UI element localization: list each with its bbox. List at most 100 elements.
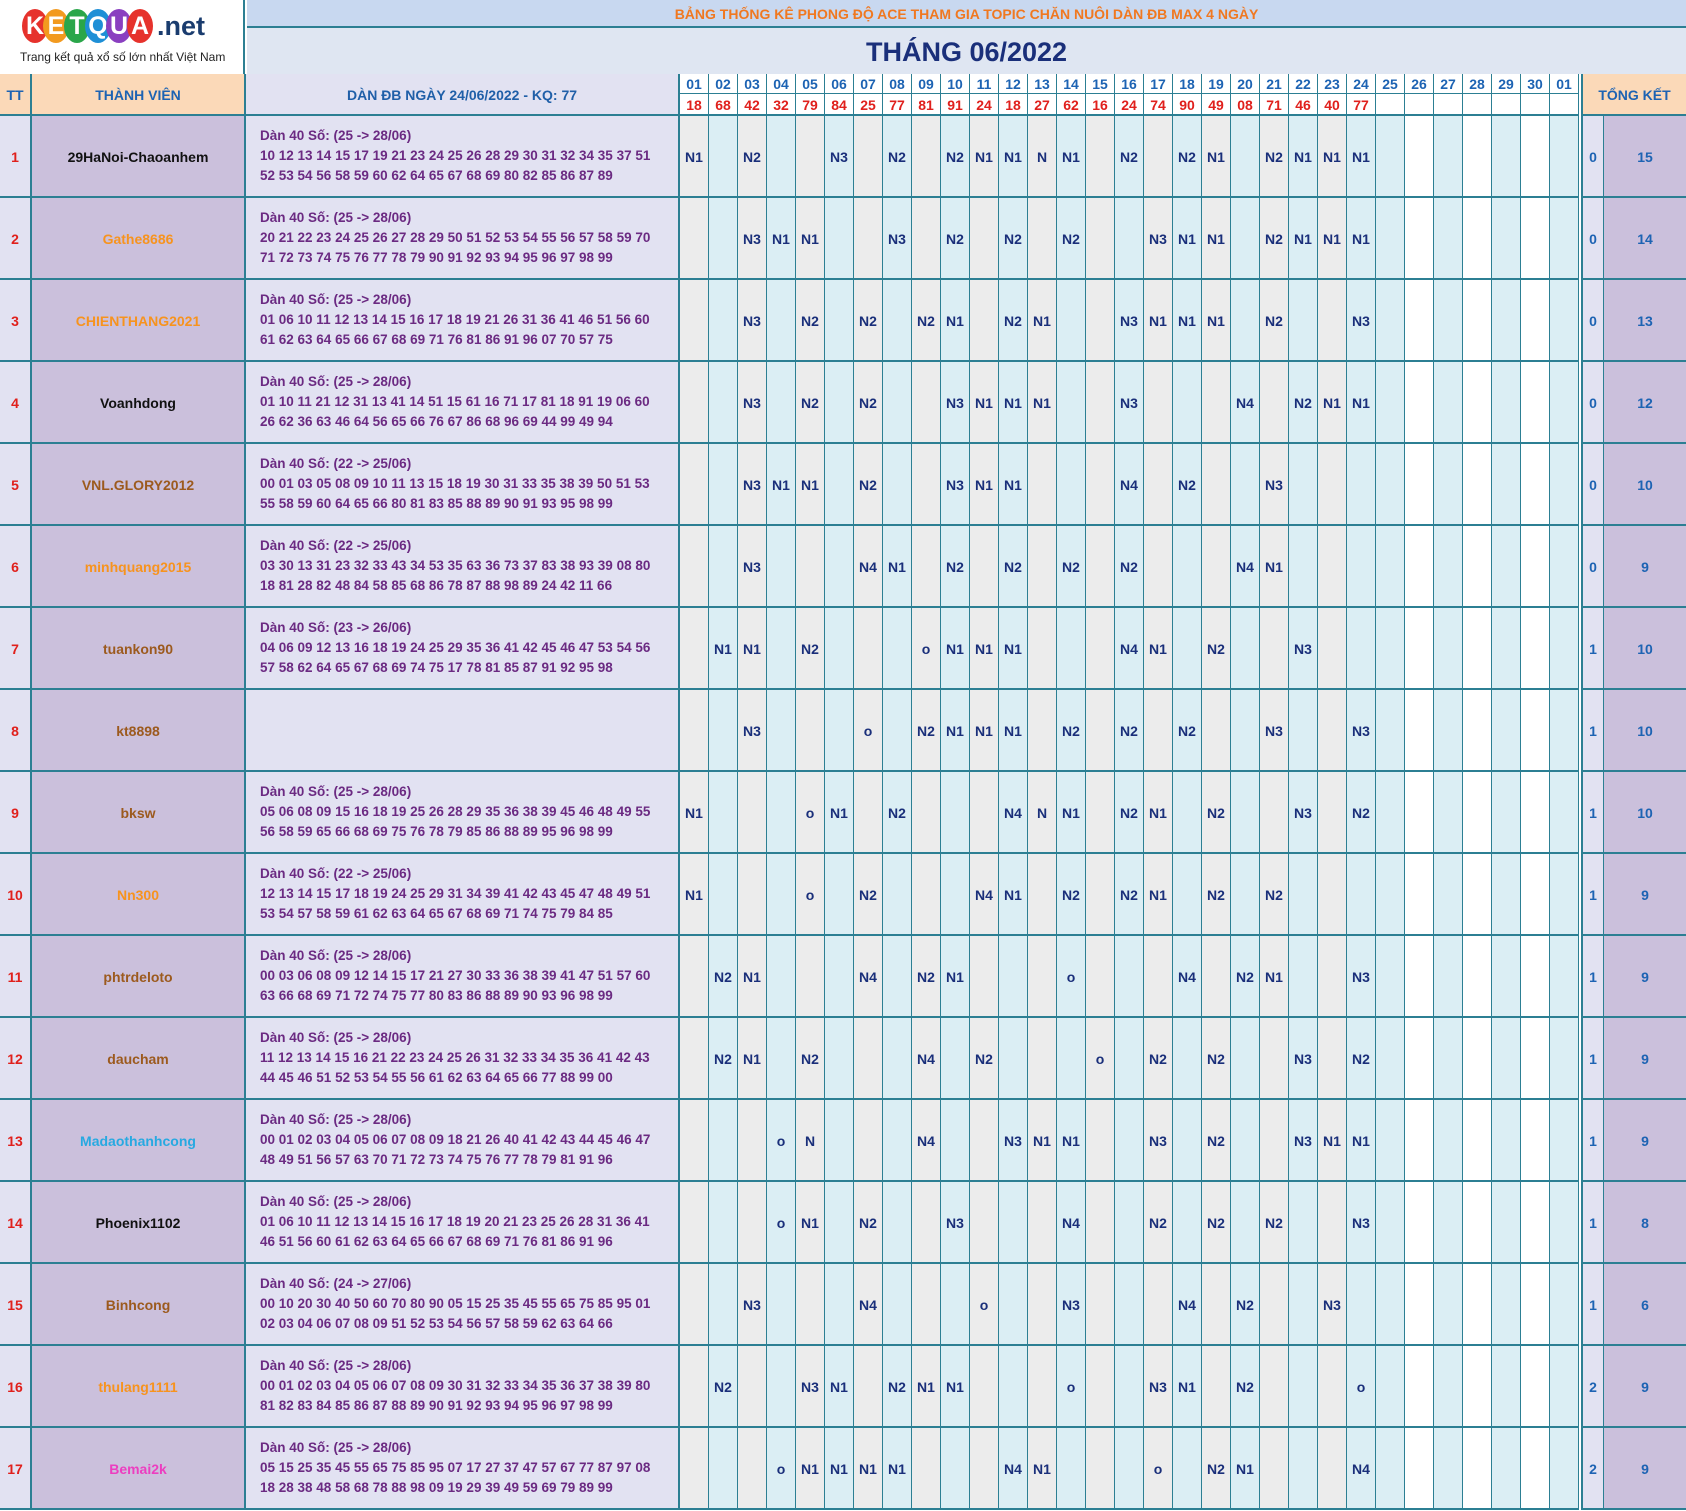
dan-line: 05 06 08 09 15 16 18 19 25 26 28 29 35 3… xyxy=(260,804,651,819)
day-cell xyxy=(1492,936,1521,1018)
logo-letter: A xyxy=(127,9,153,43)
day-cell xyxy=(1434,772,1463,854)
day-cell: N1 xyxy=(999,362,1028,444)
day-cell xyxy=(1405,1100,1434,1182)
day-cell xyxy=(1376,1264,1405,1346)
day-cell xyxy=(1231,772,1260,854)
day-cell: N3 xyxy=(738,526,767,608)
member-row: 5 VNL.GLORY2012 Dàn 40 Số: (22 -> 25/06) 00… xyxy=(0,444,1686,526)
day-cell: N1 xyxy=(1318,362,1347,444)
member-name[interactable]: Madaothanhcong xyxy=(32,1100,246,1182)
day-cell: N1 xyxy=(680,116,709,198)
dan-cell: Dàn 40 Số: (23 -> 26/06) 04 06 09 12 13 1… xyxy=(246,608,680,690)
day-cell xyxy=(883,1182,912,1264)
day-cell: N1 xyxy=(970,690,999,772)
day-cell: N1 xyxy=(767,444,796,526)
day-cell xyxy=(825,1182,854,1264)
day-result: 71 xyxy=(1260,94,1289,116)
day-cell xyxy=(1521,362,1550,444)
day-cell: N1 xyxy=(1028,1428,1057,1510)
day-cell xyxy=(912,1264,941,1346)
day-cell: N1 xyxy=(1347,116,1376,198)
day-cell xyxy=(1405,690,1434,772)
member-name[interactable]: kt8898 xyxy=(32,690,246,772)
day-cell xyxy=(1463,936,1492,1018)
member-name[interactable]: Nn300 xyxy=(32,854,246,936)
member-name[interactable]: bksw xyxy=(32,772,246,854)
day-cell xyxy=(941,1264,970,1346)
day-cell: N2 xyxy=(941,526,970,608)
day-cell: N4 xyxy=(999,1428,1028,1510)
day-cell: N4 xyxy=(912,1100,941,1182)
day-result: 27 xyxy=(1028,94,1057,116)
day-cell xyxy=(1376,526,1405,608)
day-cell xyxy=(1434,608,1463,690)
day-cell xyxy=(709,1264,738,1346)
day-cell: N1 xyxy=(941,936,970,1018)
member-name[interactable]: 29HaNoi-Chaoanhem xyxy=(32,116,246,198)
day-header: 04 xyxy=(767,74,796,94)
member-name[interactable]: Phoenix1102 xyxy=(32,1182,246,1264)
day-cell xyxy=(912,854,941,936)
dan-line: 48 49 51 56 57 63 70 71 72 73 74 75 76 7… xyxy=(260,1152,613,1167)
day-cell xyxy=(1057,608,1086,690)
day-cell: N4 xyxy=(1173,936,1202,1018)
day-cell xyxy=(1434,280,1463,362)
day-cell xyxy=(1260,1264,1289,1346)
day-result: 68 xyxy=(709,94,738,116)
dan-cell: Dàn 40 Số: (25 -> 28/06) 00 03 06 08 09 1… xyxy=(246,936,680,1018)
day-cell xyxy=(1492,772,1521,854)
member-row: 6 minhquang2015 Dàn 40 Số: (22 -> 25/06) 03… xyxy=(0,526,1686,608)
dan-line: 20 21 22 23 24 25 26 27 28 29 50 51 52 5… xyxy=(260,230,651,245)
day-cell: N2 xyxy=(1115,854,1144,936)
member-name[interactable]: thulang1111 xyxy=(32,1346,246,1428)
day-cell xyxy=(1086,690,1115,772)
day-cell: N2 xyxy=(912,936,941,1018)
dan-line: Dàn 40 Số: (25 -> 28/06) xyxy=(260,210,412,225)
dan-line: Dàn 40 Số: (25 -> 28/06) xyxy=(260,292,412,307)
day-cell: N3 xyxy=(883,198,912,280)
member-row: 16 thulang1111 Dàn 40 Số: (25 -> 28/06) 00 … xyxy=(0,1346,1686,1428)
member-row: 4 Voanhdong Dàn 40 Số: (25 -> 28/06) 01 10 … xyxy=(0,362,1686,444)
row-number: 5 xyxy=(0,444,32,526)
day-cell xyxy=(1521,608,1550,690)
day-cell xyxy=(1260,1018,1289,1100)
row-number: 7 xyxy=(0,608,32,690)
day-cell: N1 xyxy=(738,936,767,1018)
dan-line: 18 81 28 82 48 84 58 85 68 86 78 87 88 9… xyxy=(260,578,613,593)
day-cell xyxy=(1550,936,1579,1018)
day-cell: N xyxy=(1028,772,1057,854)
day-result xyxy=(1463,94,1492,116)
member-name[interactable]: Gathe8686 xyxy=(32,198,246,280)
day-cell xyxy=(970,1182,999,1264)
member-name[interactable]: Binhcong xyxy=(32,1264,246,1346)
member-name[interactable]: Voanhdong xyxy=(32,362,246,444)
day-cell xyxy=(1260,1428,1289,1510)
dan-line: 00 01 02 03 04 05 06 07 08 09 30 31 32 3… xyxy=(260,1378,651,1393)
day-cell xyxy=(825,198,854,280)
member-name[interactable]: CHIENTHANG2021 xyxy=(32,280,246,362)
member-name[interactable]: tuankon90 xyxy=(32,608,246,690)
ketqua-logo[interactable]: K E T Q U A .net Trang kết quả xổ số lớn nhất … xyxy=(0,0,245,74)
day-cell xyxy=(1434,1264,1463,1346)
member-name[interactable]: Bemai2k xyxy=(32,1428,246,1510)
day-cell: N2 xyxy=(854,1182,883,1264)
day-cell xyxy=(738,854,767,936)
day-cell xyxy=(1550,1018,1579,1100)
day-cell xyxy=(1376,1018,1405,1100)
row-number: 16 xyxy=(0,1346,32,1428)
day-cell xyxy=(999,1182,1028,1264)
day-cell xyxy=(1376,1182,1405,1264)
member-name[interactable]: VNL.GLORY2012 xyxy=(32,444,246,526)
member-name[interactable]: phtrdeloto xyxy=(32,936,246,1018)
day-cell: N1 xyxy=(912,1346,941,1428)
member-name[interactable]: minhquang2015 xyxy=(32,526,246,608)
summary-count: 0 xyxy=(1581,280,1604,362)
member-name[interactable]: daucham xyxy=(32,1018,246,1100)
day-cell xyxy=(1173,854,1202,936)
day-cell: N1 xyxy=(680,854,709,936)
day-header: 03 xyxy=(738,74,767,94)
day-cell xyxy=(1318,936,1347,1018)
dan-line: 10 12 13 14 15 17 19 21 23 24 25 26 28 2… xyxy=(260,148,651,163)
day-cell: N3 xyxy=(941,362,970,444)
